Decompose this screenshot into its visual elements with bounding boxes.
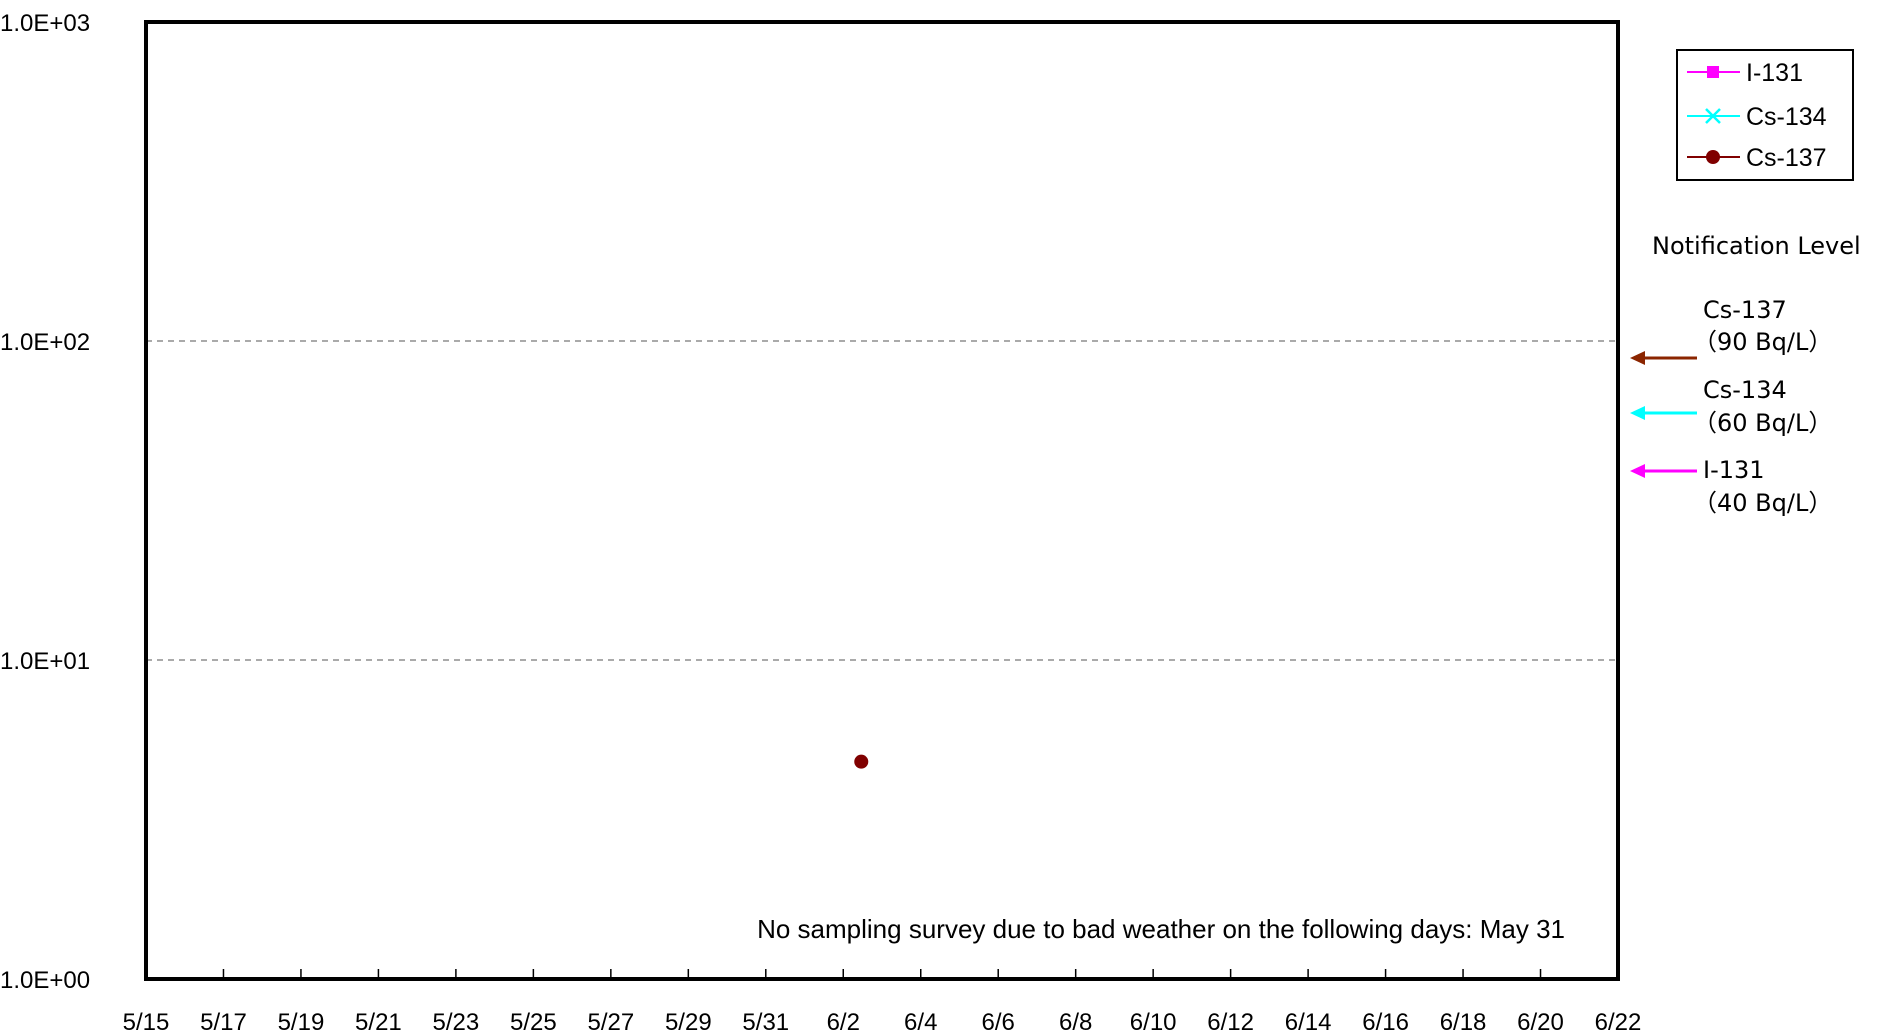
x-tick-label: 6/12 [1207,1009,1254,1033]
notification-value-cs137: （90 Bq/L） [1693,328,1832,356]
arrow-left-icon [1630,464,1645,478]
x-tick-label: 6/22 [1595,1009,1642,1033]
gridlines [146,340,1618,661]
arrow-left-icon [1630,351,1645,365]
notification-nuclide-i131: I-131 [1703,456,1765,484]
legend-label-i131: I-131 [1746,59,1803,87]
x-tick-label: 6/20 [1517,1009,1564,1033]
x-tick-label: 5/17 [200,1009,247,1033]
notification-nuclide-cs134: Cs-134 [1703,376,1787,404]
x-tick-label: 6/16 [1362,1009,1409,1033]
x-tick-label: 5/25 [510,1009,557,1033]
arrow-left-icon [1630,406,1645,420]
x-tick-label: 5/21 [355,1009,402,1033]
y-tick-label: 1.0E+01 [0,648,90,675]
y-axis: 1.0E+00 1.0E+01 1.0E+02 1.0E+03 [0,10,90,994]
y-tick-label: 1.0E+00 [0,967,90,994]
plot-area-frame [144,20,1620,981]
notification-value-i131: （40 Bq/L） [1693,489,1832,517]
notification-nuclide-cs137: Cs-137 [1703,296,1787,324]
x-tick-label: 6/2 [827,1009,860,1033]
y-tick-label: 1.0E+03 [0,10,90,37]
legend-square-marker-icon [1707,66,1719,78]
notification-i131: I-131 （40 Bq/L） [1630,456,1832,517]
data-points [854,754,869,769]
x-tick-label: 6/14 [1285,1009,1332,1033]
notification-value-cs134: （60 Bq/L） [1693,409,1832,437]
x-tick-label: 5/23 [433,1009,480,1033]
data-point [854,754,869,769]
legend-entry-cs134: Cs-134 [1687,103,1827,131]
x-tick-label: 5/15 [123,1009,170,1033]
x-tick-label: 6/8 [1059,1009,1092,1033]
x-tick-label: 5/27 [587,1009,634,1033]
notification-title: Notification Level [1652,232,1861,260]
annotation-text: No sampling survey due to bad weather on… [757,914,1565,944]
legend-label-cs134: Cs-134 [1746,103,1827,131]
x-tick-label: 6/18 [1440,1009,1487,1033]
legend-circle-marker-icon [1706,150,1720,164]
legend-x-marker-icon [1705,108,1721,124]
x-tick-label: 5/19 [278,1009,325,1033]
x-tick-label: 6/10 [1130,1009,1177,1033]
y-tick-label: 1.0E+02 [0,329,90,356]
legend-entry-i131: I-131 [1687,59,1803,87]
legend-entry-cs137: Cs-137 [1687,144,1827,172]
notification-cs137: Cs-137 （90 Bq/L） [1630,296,1832,365]
x-tick-label: 5/31 [742,1009,789,1033]
notification-levels: Notification Level Cs-137 （90 Bq/L） Cs-1… [1630,232,1861,517]
x-tick-label: 6/4 [904,1009,937,1033]
legend-label-cs137: Cs-137 [1746,144,1827,172]
x-axis: 5/15 5/17 5/19 5/21 5/23 5/25 5/27 5/29 5/31 6/2 6… [123,969,1642,1033]
x-tick-label: 5/29 [665,1009,712,1033]
legend: I-131 Cs-134 Cs-137 [1676,49,1854,181]
x-tick-label: 6/6 [982,1009,1015,1033]
notification-cs134: Cs-134 （60 Bq/L） [1630,376,1832,437]
